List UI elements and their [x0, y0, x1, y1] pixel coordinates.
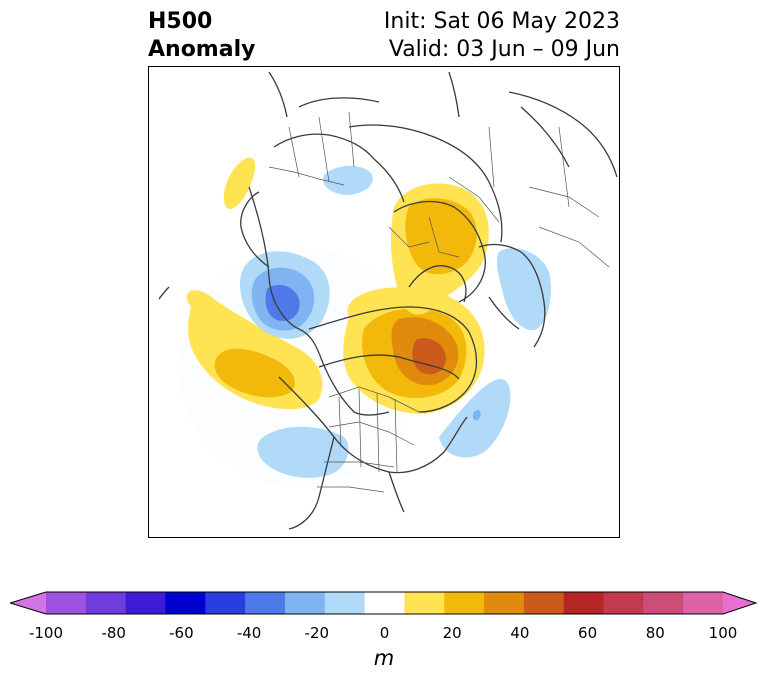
colorbar-tick-label: -20: [304, 624, 330, 642]
colorbar-segment: [165, 592, 206, 614]
colorbar-tick-label: -40: [236, 624, 262, 642]
colorbar-segment: [404, 592, 445, 614]
anomaly-map: [148, 66, 620, 538]
west-siberia-negative-anomaly: [496, 248, 551, 331]
colorbar-segment: [683, 592, 724, 614]
coastlines: [149, 71, 618, 530]
colorbar-segment: [324, 592, 366, 614]
title-line-1: H500: [148, 9, 213, 34]
colorbar-segment: [245, 592, 286, 614]
colorbar-tick-label: -100: [28, 624, 64, 642]
colorbar-outline: [10, 591, 758, 615]
colorbar-segment: [603, 592, 644, 614]
central-siberia-negative-anomaly: [323, 165, 373, 195]
colorbar-segment: [284, 592, 326, 614]
title-line-2: Anomaly: [148, 37, 256, 62]
colorbar-extend-low: [10, 592, 46, 614]
colorbar-segment: [523, 592, 565, 614]
colorbar-unit: m: [373, 646, 395, 670]
colorbar-tick-label: 100: [708, 624, 738, 642]
colorbar-segment: [125, 592, 166, 614]
colorbar-tick-label: 60: [578, 624, 598, 642]
colorbar-extend-high: [723, 592, 756, 614]
init-date: Init: Sat 06 May 2023: [383, 9, 620, 34]
colorbar-tick-label: 20: [442, 624, 462, 642]
map-canvas: [149, 67, 619, 537]
greenland-positive-anomaly: [343, 287, 485, 414]
projection-edge: [149, 285, 159, 319]
colorbar-segment: [205, 592, 246, 614]
bering-negative-anomaly: [240, 251, 330, 339]
colorbar-tick-label: 0: [379, 624, 390, 642]
run-info: Init: Sat 06 May 2023 Valid: 03 Jun – 09…: [384, 8, 620, 64]
colorbar-segment: [364, 592, 405, 614]
map-title: H500 Anomaly: [148, 8, 255, 64]
colorbar-segment: [46, 592, 87, 614]
western-us-negative-anomaly: [257, 426, 349, 478]
colorbar-segment: [563, 592, 605, 614]
atlantic-negative-anomaly: [439, 379, 511, 458]
valid-period: Valid: 03 Jun – 09 Jun: [388, 37, 620, 62]
colorbar: [10, 591, 758, 615]
colorbar-tick-label: -80: [101, 624, 126, 642]
colorbar-tick-label: 40: [510, 624, 530, 642]
colorbar-segment: [444, 592, 485, 614]
colorbar-tick-label: -60: [169, 624, 194, 642]
gulf-alaska-positive-anomaly: [186, 290, 323, 410]
colorbar-tick-label: 80: [645, 624, 665, 642]
political-borders: [268, 111, 610, 493]
colorbar-segment: [85, 592, 127, 614]
colorbar-segment: [643, 592, 684, 614]
kamchatka-positive-anomaly: [223, 157, 256, 210]
colorbar-segment: [484, 592, 525, 614]
